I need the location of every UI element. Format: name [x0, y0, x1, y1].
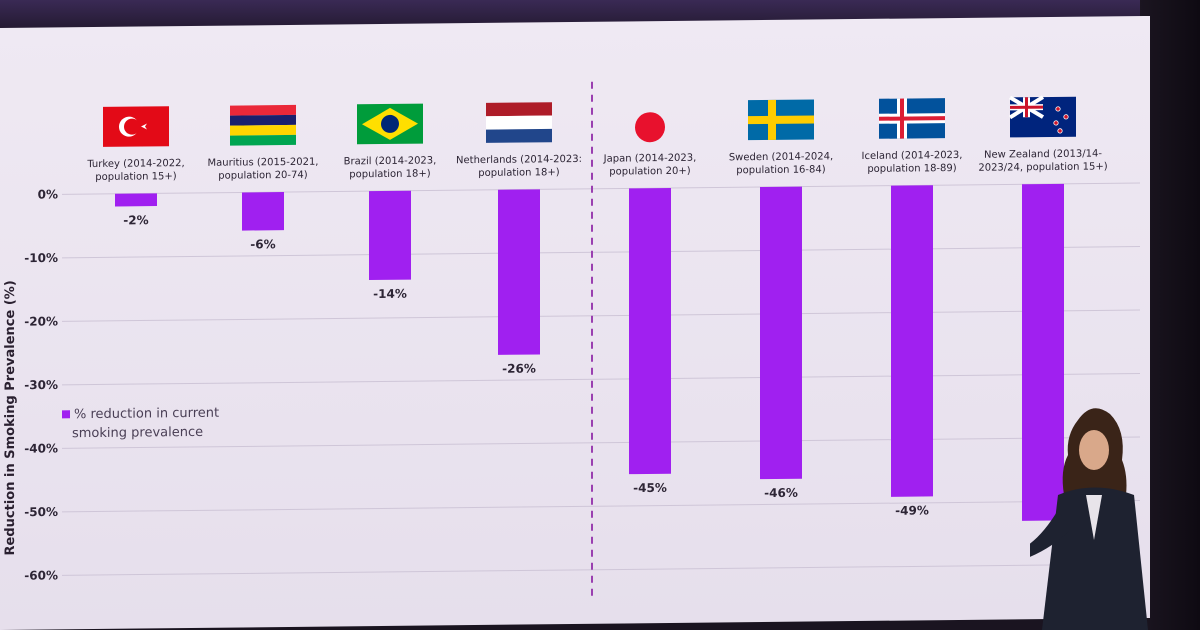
projection-screen: 0% -10% -20% -30% -40% -50% -60% Reduction in … — [0, 15, 1150, 630]
bar — [498, 189, 540, 355]
netherlands-flag-icon — [486, 102, 552, 143]
value-label: -46% — [764, 486, 798, 500]
category-label-line2: population 20+) — [609, 166, 690, 178]
y-axis-ticks: 0% -10% -20% -30% -40% -50% -60% — [24, 187, 58, 582]
legend-label-line2: smoking prevalence — [72, 425, 203, 441]
value-label: -14% — [373, 287, 407, 301]
gridline — [62, 563, 1140, 576]
y-tick-label: -50% — [24, 505, 58, 519]
bar — [369, 190, 411, 281]
category-labels: Turkey (2014-2022,population 15+) Mauriti… — [86, 148, 1107, 183]
value-label: -49% — [895, 503, 929, 517]
bars — [115, 183, 1064, 521]
category-label-line2: population 18+) — [349, 168, 430, 180]
value-label: -45% — [633, 481, 667, 495]
legend: % reduction in current smoking prevalenc… — [62, 406, 219, 441]
category-label-line1: Japan (2014-2023, — [603, 153, 697, 165]
stage-wall — [1140, 0, 1200, 630]
value-label: -2% — [123, 213, 148, 227]
turkey-flag-icon — [103, 106, 169, 147]
category-label-line2: population 18+) — [478, 167, 559, 179]
category-label-line1: Iceland (2014-2023, — [862, 150, 963, 162]
y-tick-label: 0% — [38, 187, 58, 201]
brazil-flag-icon — [357, 103, 423, 145]
gridline — [62, 246, 1140, 259]
bar — [629, 187, 671, 475]
gridline — [62, 373, 1140, 386]
y-tick-label: -60% — [24, 568, 58, 582]
y-tick-label: -30% — [24, 378, 58, 392]
country-flags — [103, 95, 1076, 147]
y-tick-label: -20% — [24, 314, 58, 328]
y-axis-title: Reduction in Smoking Prevalence (%) — [3, 280, 18, 555]
japan-flag-icon — [635, 112, 665, 143]
bar — [891, 185, 933, 497]
category-label-line2: population 18-89) — [867, 163, 956, 175]
gridline — [62, 309, 1140, 322]
y-tick-label: -40% — [24, 441, 58, 455]
new-zealand-flag-icon — [1008, 95, 1076, 138]
legend-label-line1: % reduction in current — [74, 406, 219, 423]
gridlines — [62, 182, 1140, 576]
bar-chart: 0% -10% -20% -30% -40% -50% -60% Reduction in … — [3, 81, 1140, 602]
legend-swatch — [62, 410, 70, 419]
presenter-silhouette — [1030, 408, 1148, 630]
mauritius-flag-icon — [230, 104, 296, 146]
y-tick-label: -10% — [24, 251, 58, 265]
value-label: -26% — [502, 361, 536, 375]
gridline — [62, 436, 1140, 449]
iceland-flag-icon — [879, 98, 945, 139]
category-label-line1: Netherlands (2014-2023: — [456, 154, 582, 166]
category-label-line1: Turkey (2014-2022, — [86, 158, 184, 170]
gridline — [62, 182, 1140, 195]
sweden-flag-icon — [748, 99, 814, 141]
category-label-line1: New Zealand (2013/14- — [984, 148, 1102, 160]
category-label-line2: population 16-84) — [736, 164, 825, 176]
value-label: -6% — [250, 237, 275, 251]
value-labels: -2% -6% -14% -26% -45% -46% -49% — [123, 213, 929, 518]
category-label-line2: 2023/24, population 15+) — [978, 161, 1107, 173]
category-label-line1: Brazil (2014-2023, — [344, 155, 437, 167]
gridline — [62, 500, 1140, 513]
bar — [115, 193, 157, 207]
category-label-line1: Sweden (2014-2024, — [729, 151, 833, 163]
bar — [242, 192, 284, 231]
category-label-line1: Mauritius (2015-2021, — [208, 157, 319, 169]
category-label-line2: population 15+) — [95, 171, 176, 183]
bar — [1022, 183, 1064, 521]
category-label-line2: population 20-74) — [218, 170, 307, 182]
bar — [760, 186, 802, 480]
